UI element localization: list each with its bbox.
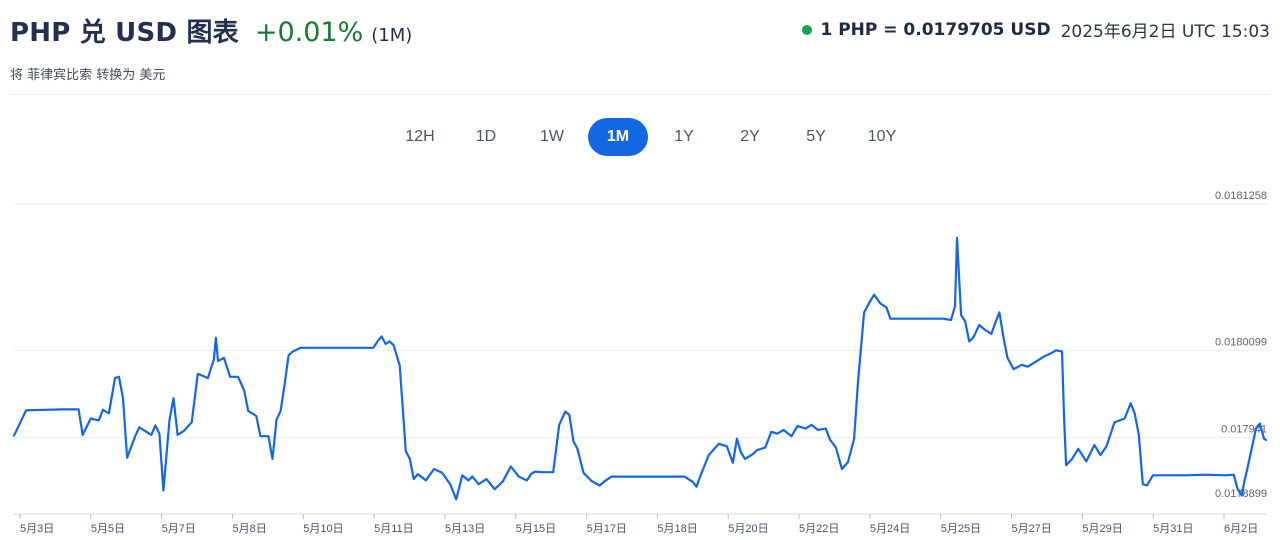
x-tick-label: 5月18日	[657, 523, 697, 535]
y-tick-label: 0.0180099	[1215, 336, 1267, 348]
rate-series-line	[12, 236, 1268, 501]
x-tick-label: 5月22日	[799, 523, 839, 535]
x-tick-label: 5月3日	[20, 523, 54, 535]
x-tick-label: 5月11日	[374, 523, 414, 535]
header-divider	[10, 94, 1270, 95]
y-tick-label: 0.0181258	[1215, 190, 1267, 202]
current-rate: 1 PHP = 0.0179705 USD 2025年6月2日 UTC 15:0…	[802, 17, 1270, 42]
x-tick-label: 5月31日	[1153, 523, 1193, 535]
x-tick-label: 5月8日	[232, 523, 266, 535]
time-range-selector: 12H 1D 1W 1M 1Y 2Y 5Y 10Y	[390, 118, 918, 156]
range-button-1w[interactable]: 1W	[540, 128, 564, 145]
rate-timestamp: 2025年6月2日 UTC 15:03	[1060, 22, 1270, 42]
x-tick-label: 5月17日	[587, 523, 627, 535]
range-button-5y[interactable]: 5Y	[806, 128, 826, 145]
x-tick-label: 5月13日	[445, 523, 485, 535]
x-tick-label: 5月20日	[728, 523, 768, 535]
x-tick-label: 5月25日	[941, 523, 981, 535]
x-tick-label: 5月5日	[91, 523, 125, 535]
range-button-12h[interactable]: 12H	[405, 128, 435, 145]
chart-header: PHP 兑 USD 图表 +0.01% (1M)	[10, 12, 412, 52]
x-tick-label: 5月7日	[162, 523, 196, 535]
range-button-2y[interactable]: 2Y	[740, 128, 760, 145]
x-tick-label: 5月10日	[303, 523, 343, 535]
x-tick-label: 5月29日	[1082, 523, 1122, 535]
rate-text: 1 PHP = 0.0179705 USD	[820, 19, 1051, 40]
conversion-subtitle: 将 菲律宾比索 转换为 美元	[10, 68, 166, 83]
live-status-dot	[802, 24, 813, 35]
x-tick-label: 6月2日	[1224, 523, 1258, 535]
range-button-10y[interactable]: 10Y	[867, 128, 897, 145]
x-tick-label: 5月24日	[870, 523, 910, 535]
range-button-1y[interactable]: 1Y	[674, 128, 694, 145]
x-tick-label: 5月27日	[1012, 523, 1052, 535]
percent-change: +0.01%	[254, 17, 364, 48]
range-button-1m[interactable]: 1M	[588, 118, 648, 156]
x-tick-label: 5月15日	[516, 523, 556, 535]
page-title: PHP 兑 USD 图表	[10, 18, 239, 48]
range-button-1d[interactable]: 1D	[475, 128, 497, 145]
period-label: (1M)	[371, 25, 413, 46]
